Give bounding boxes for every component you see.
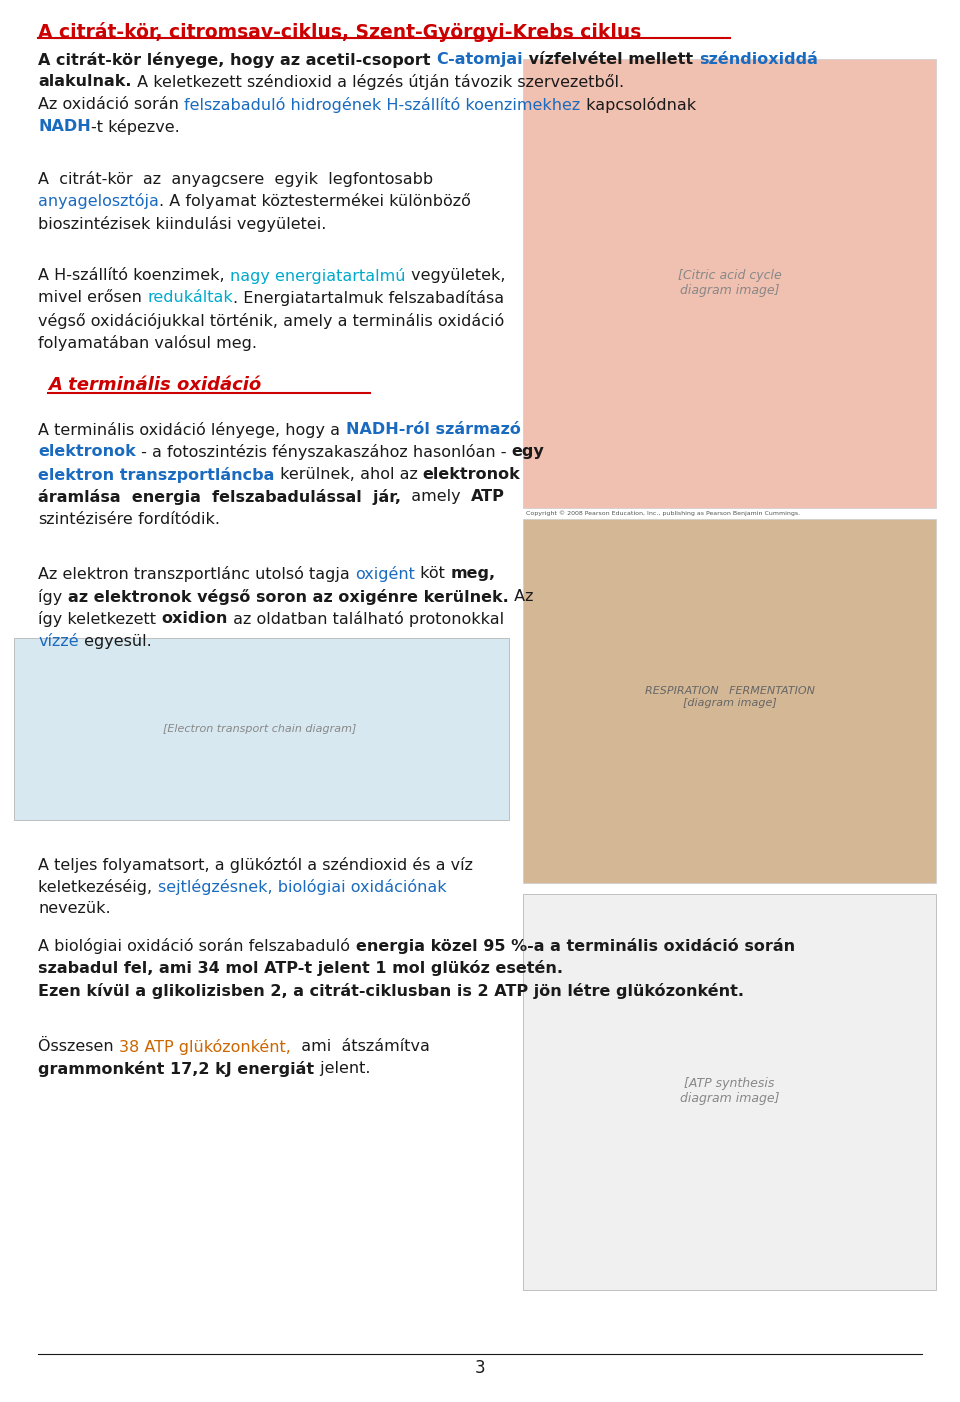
Text: elektron transzportláncba: elektron transzportláncba xyxy=(38,467,275,482)
Text: oxigént: oxigént xyxy=(355,566,415,582)
Text: Az oxidáció során: Az oxidáció során xyxy=(38,97,184,112)
Text: keletkezéséig,: keletkezéséig, xyxy=(38,879,157,894)
Text: elektronok: elektronok xyxy=(422,467,520,482)
Text: A terminális oxidáció lényege, hogy a: A terminális oxidáció lényege, hogy a xyxy=(38,422,346,437)
Text: 38 ATP glükózonként,: 38 ATP glükózonként, xyxy=(119,1039,291,1054)
Text: egy: egy xyxy=(512,444,544,460)
Text: így keletkezett: így keletkezett xyxy=(38,611,161,627)
FancyBboxPatch shape xyxy=(523,894,936,1290)
Text: energia közel 95 %-a a terminális oxidáció során: energia közel 95 %-a a terminális oxidác… xyxy=(355,938,795,953)
Text: szintézisére: szintézisére xyxy=(38,512,133,527)
Text: 3: 3 xyxy=(474,1360,486,1377)
Text: A H-szállító koenzimek,: A H-szállító koenzimek, xyxy=(38,268,230,283)
Text: jelent.: jelent. xyxy=(315,1061,370,1077)
Text: kerülnek,: kerülnek, xyxy=(275,467,354,482)
Text: redukáltak: redukáltak xyxy=(148,290,233,306)
Text: meg,: meg, xyxy=(450,566,495,582)
Text: az oldatban található protonokkal: az oldatban található protonokkal xyxy=(228,611,504,627)
Text: A biológiai oxidáció során felszabaduló: A biológiai oxidáció során felszabaduló xyxy=(38,938,355,953)
Text: grammonként 17,2 kJ energiát: grammonként 17,2 kJ energiát xyxy=(38,1061,315,1077)
Text: vegyületek,: vegyületek, xyxy=(406,268,505,283)
Text: A terminális oxidáció: A terminális oxidáció xyxy=(48,376,261,394)
Text: Az elektron transzportlánc utolsó tagja: Az elektron transzportlánc utolsó tagja xyxy=(38,566,355,582)
Text: NADH-ról származó: NADH-ról származó xyxy=(346,422,520,437)
Text: elektronok: elektronok xyxy=(38,444,136,460)
Text: vízfelvétel mellett: vízfelvétel mellett xyxy=(523,52,699,67)
Text: széndioxiddá: széndioxiddá xyxy=(699,52,818,67)
Text: így: így xyxy=(38,589,68,604)
Text: anyagelosztója: anyagelosztója xyxy=(38,193,159,209)
Text: A keletkezett széndioxid a légzés útján távozik szervezetből.: A keletkezett széndioxid a légzés útján … xyxy=(132,74,624,90)
Text: az elektronok végső soron az oxigénre kerülnek.: az elektronok végső soron az oxigénre ke… xyxy=(68,589,509,604)
Text: . Energiatartalmuk felszabadítása: . Energiatartalmuk felszabadítása xyxy=(233,290,504,306)
FancyBboxPatch shape xyxy=(523,519,936,883)
Text: ahol az: ahol az xyxy=(354,467,422,482)
Text: amely: amely xyxy=(401,489,471,505)
Text: nevezük.: nevezük. xyxy=(38,901,111,917)
Text: ATP: ATP xyxy=(471,489,505,505)
Text: . A folyamat köztestermékei különböző: . A folyamat köztestermékei különböző xyxy=(159,193,471,209)
Text: NADH: NADH xyxy=(38,119,91,135)
Text: [Citric acid cycle
diagram image]: [Citric acid cycle diagram image] xyxy=(678,269,781,297)
FancyBboxPatch shape xyxy=(14,638,509,820)
Text: köt: köt xyxy=(415,566,450,582)
Text: nagy energiatartalmú: nagy energiatartalmú xyxy=(230,268,406,283)
Text: [ATP synthesis
diagram image]: [ATP synthesis diagram image] xyxy=(680,1077,780,1105)
FancyBboxPatch shape xyxy=(523,59,936,508)
Text: oxidion: oxidion xyxy=(161,611,228,627)
Text: áramlása  energia  felszabadulással  jár,: áramlása energia felszabadulással jár, xyxy=(38,489,401,505)
Text: szabadul fel, ami 34 mol ATP-t jelent 1 mol glükóz esetén.: szabadul fel, ami 34 mol ATP-t jelent 1 … xyxy=(38,960,564,976)
Text: végső oxidációjukkal történik, amely a terminális oxidáció: végső oxidációjukkal történik, amely a t… xyxy=(38,313,505,328)
Text: A citrát-kör, citromsav-ciklus, Szent-Györgyi-Krebs ciklus: A citrát-kör, citromsav-ciklus, Szent-Gy… xyxy=(38,22,642,42)
Text: A  citrát-kör  az  anyagcsere  egyik  legfontosabb: A citrát-kör az anyagcsere egyik legfont… xyxy=(38,171,434,186)
Text: Az: Az xyxy=(509,589,533,604)
Text: Összesen: Összesen xyxy=(38,1039,119,1054)
Text: A teljes folyamatsort, a glükóztól a széndioxid és a víz: A teljes folyamatsort, a glükóztól a szé… xyxy=(38,857,473,872)
Text: kapcsolódnak: kapcsolódnak xyxy=(581,97,696,112)
Text: A citrát-kör lényege, hogy az acetil-csoport: A citrát-kör lényege, hogy az acetil-cso… xyxy=(38,52,437,67)
Text: egyesül.: egyesül. xyxy=(79,634,152,649)
Text: folyamatában valósul meg.: folyamatában valósul meg. xyxy=(38,335,257,350)
Text: - a fotoszintézis fényszakaszához hasonlóan -: - a fotoszintézis fényszakaszához hasonl… xyxy=(136,444,512,460)
Text: bioszintézisek kiindulási vegyületei.: bioszintézisek kiindulási vegyületei. xyxy=(38,216,326,231)
Text: mivel erősen: mivel erősen xyxy=(38,290,148,306)
Text: RESPIRATION   FERMENTATION
[diagram image]: RESPIRATION FERMENTATION [diagram image] xyxy=(644,686,815,708)
Text: alakulnak.: alakulnak. xyxy=(38,74,132,90)
Text: sejtlégzésnek, biológiai oxidációnak: sejtlégzésnek, biológiai oxidációnak xyxy=(157,879,446,894)
Text: vízzé: vízzé xyxy=(38,634,79,649)
Text: -t képezve.: -t képezve. xyxy=(91,119,180,135)
Text: C-atomjai: C-atomjai xyxy=(437,52,523,67)
Text: fordítódik.: fordítódik. xyxy=(133,512,220,527)
Text: Copyright © 2008 Pearson Education, Inc., publishing as Pearson Benjamin Cumming: Copyright © 2008 Pearson Education, Inc.… xyxy=(526,510,801,516)
Text: [Electron transport chain diagram]: [Electron transport chain diagram] xyxy=(162,723,356,735)
Text: felszabaduló hidrogének H-szállító koenzimekhez: felszabaduló hidrogének H-szállító koenz… xyxy=(184,97,581,112)
Text: Ezen kívül a glikolizisben 2, a citrát-ciklusban is 2 ATP jön létre glükózonként: Ezen kívül a glikolizisben 2, a citrát-c… xyxy=(38,983,744,998)
Text: ami  átszámítva: ami átszámítva xyxy=(291,1039,430,1054)
